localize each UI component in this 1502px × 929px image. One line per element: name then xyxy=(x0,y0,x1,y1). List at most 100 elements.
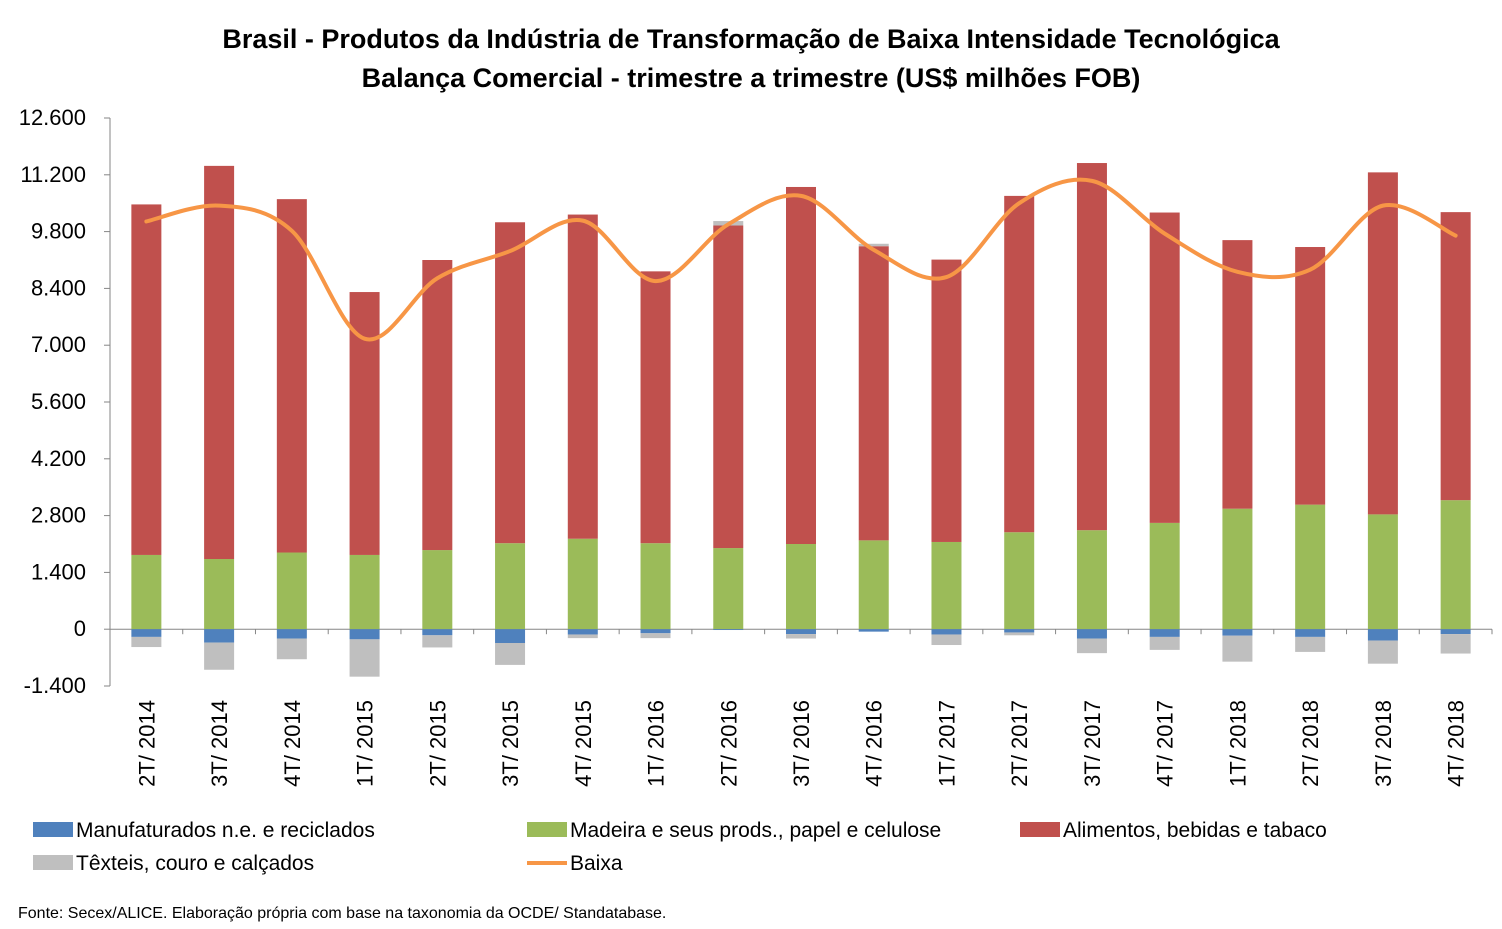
y-tick-label: 1.400 xyxy=(31,559,86,584)
bar-madeira xyxy=(1440,500,1471,630)
y-axis: -1.400 0 1.400 2.800 4.200 5.600 7.000 8.400 9.8… xyxy=(19,105,111,698)
bar-manufaturados xyxy=(349,629,380,640)
bar-manufaturados xyxy=(858,629,889,632)
x-tick-label: 3T/ 2017 xyxy=(1080,700,1105,787)
bar-series-group xyxy=(131,163,1471,677)
x-tick-label: 4T/ 2016 xyxy=(862,700,887,787)
bar-alimentos xyxy=(713,225,744,549)
x-tick-label: 1T/ 2018 xyxy=(1225,700,1250,787)
bar-texteis xyxy=(1076,638,1107,654)
legend-label: Manufaturados n.e. e reciclados xyxy=(76,819,375,842)
legend-swatch xyxy=(527,822,567,837)
bar-alimentos xyxy=(1440,212,1471,501)
bar-texteis xyxy=(1295,636,1326,652)
bar-alimentos xyxy=(931,259,962,542)
x-tick-label: 4T/ 2014 xyxy=(280,700,305,787)
bar-alimentos xyxy=(1076,163,1107,531)
bar-madeira xyxy=(1004,532,1035,630)
bar-alimentos xyxy=(1367,172,1398,515)
legend-item: Madeira e seus prods., papel e celulose xyxy=(527,819,941,842)
bar-manufaturados xyxy=(713,629,744,631)
bar-alimentos xyxy=(858,246,889,541)
x-axis: 2T/ 2014 3T/ 2014 4T/ 2014 1T/ 2015 2T/ 2015… xyxy=(109,628,1493,787)
y-tick-label: 4.200 xyxy=(31,446,86,471)
bar-alimentos xyxy=(640,271,671,544)
bar-texteis xyxy=(276,638,307,660)
y-tick-label: 7.000 xyxy=(31,332,86,357)
source-note: Fonte: Secex/ALICE. Elaboração própria c… xyxy=(18,905,666,922)
x-tick-label: 1T/ 2017 xyxy=(934,700,959,787)
bar-texteis xyxy=(567,634,598,639)
x-tick-label: 1T/ 2016 xyxy=(644,700,669,787)
bar-madeira xyxy=(786,544,816,630)
bar-texteis xyxy=(931,634,962,646)
legend-item: Alimentos, bebidas e tabaco xyxy=(1020,819,1327,842)
bar-manufaturados xyxy=(567,629,598,635)
x-tick-label: 2T/ 2017 xyxy=(1007,700,1032,787)
bar-manufaturados xyxy=(1295,629,1326,637)
bar-madeira xyxy=(858,540,889,630)
bar-manufaturados xyxy=(495,629,526,643)
bar-manufaturados xyxy=(1149,629,1180,637)
bar-alimentos xyxy=(276,199,307,553)
x-tick-label: 3T/ 2018 xyxy=(1371,700,1396,787)
bar-alimentos xyxy=(1149,212,1180,523)
x-tick-label: 3T/ 2015 xyxy=(498,700,523,787)
x-tick-label: 3T/ 2016 xyxy=(789,700,814,787)
bar-texteis xyxy=(786,634,816,639)
legend-item: Manufaturados n.e. e reciclados xyxy=(33,819,375,842)
bar-texteis xyxy=(1149,636,1180,650)
bar-texteis xyxy=(858,243,889,247)
y-tick-label: 0 xyxy=(74,616,86,641)
bar-madeira xyxy=(1295,504,1326,630)
bar-alimentos xyxy=(1295,247,1326,505)
bar-madeira xyxy=(1149,522,1180,630)
bar-manufaturados xyxy=(786,629,816,635)
bar-alimentos xyxy=(131,204,162,555)
x-tick-label: 2T/ 2016 xyxy=(716,700,741,787)
bar-madeira xyxy=(1222,508,1253,630)
bar-madeira xyxy=(349,554,380,630)
x-tick-label: 1T/ 2015 xyxy=(353,700,378,787)
bar-alimentos xyxy=(495,222,526,544)
y-tick-label: -1.400 xyxy=(24,673,86,698)
y-tick-label: 5.600 xyxy=(31,389,86,414)
line-series-group xyxy=(144,177,1458,342)
bar-manufaturados xyxy=(640,629,671,634)
bar-alimentos xyxy=(204,165,235,560)
legend-item: Baixa xyxy=(527,852,623,875)
bar-manufaturados xyxy=(1004,629,1035,633)
legend-label: Alimentos, bebidas e tabaco xyxy=(1063,819,1327,842)
bar-madeira xyxy=(276,552,307,630)
legend-label: Têxteis, couro e calçados xyxy=(76,852,314,875)
bar-manufaturados xyxy=(131,629,162,637)
bar-manufaturados xyxy=(1076,629,1107,639)
bar-texteis xyxy=(1367,640,1398,664)
bar-manufaturados xyxy=(1367,629,1398,641)
bar-madeira xyxy=(567,538,598,630)
chart-subtitle: Balança Comercial - trimestre a trimestr… xyxy=(362,63,1141,93)
bar-manufaturados xyxy=(204,629,235,643)
bar-texteis xyxy=(131,636,162,648)
bar-texteis xyxy=(422,635,453,648)
legend-swatch xyxy=(1020,822,1060,837)
bar-texteis xyxy=(640,633,671,639)
bar-texteis xyxy=(204,642,235,670)
bar-alimentos xyxy=(1004,195,1035,533)
bar-madeira xyxy=(204,559,235,630)
y-tick-label: 11.200 xyxy=(20,162,86,187)
x-tick-label: 4T/ 2018 xyxy=(1444,700,1469,787)
bar-madeira xyxy=(1367,514,1398,630)
x-tick-label: 2T/ 2014 xyxy=(134,700,159,787)
bar-madeira xyxy=(713,548,744,630)
chart-title: Brasil - Produtos da Indústria de Transf… xyxy=(222,24,1280,54)
legend-swatch xyxy=(33,855,73,870)
bar-texteis xyxy=(495,642,526,665)
x-tick-label: 4T/ 2015 xyxy=(571,700,596,787)
legend-label: Baixa xyxy=(570,852,623,875)
bar-alimentos xyxy=(567,214,598,539)
bar-texteis xyxy=(1004,632,1035,636)
x-tick-label: 4T/ 2017 xyxy=(1153,700,1178,787)
bar-manufaturados xyxy=(1222,629,1253,636)
legend: Manufaturados n.e. e reciclados Madeira e… xyxy=(33,819,1327,875)
